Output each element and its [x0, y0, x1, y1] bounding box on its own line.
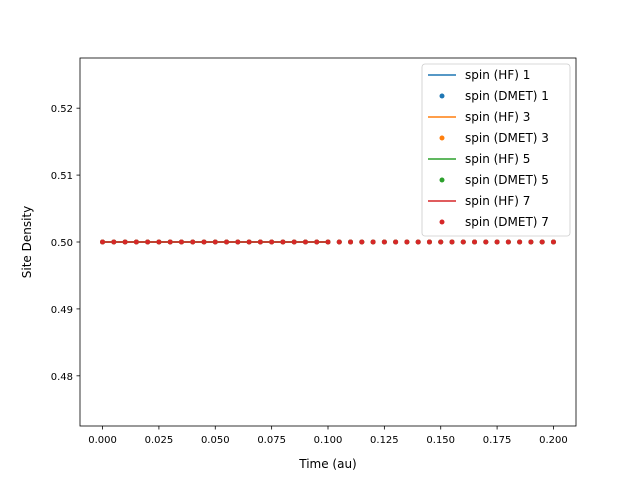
data-point: [257, 239, 263, 245]
data-point: [325, 239, 331, 245]
legend-marker-swatch: [439, 93, 445, 99]
legend-box: [421, 63, 571, 237]
x-tick-label: 0.175: [483, 435, 512, 446]
data-point: [393, 239, 399, 245]
data-point: [302, 239, 308, 245]
data-point: [111, 239, 117, 245]
data-point: [483, 239, 489, 245]
legend-marker-swatch: [439, 177, 445, 183]
data-point: [426, 239, 432, 245]
data-point: [224, 239, 230, 245]
data-point: [269, 239, 275, 245]
legend-label: spin (DMET) 1: [465, 89, 549, 103]
x-tick-label: 0.150: [426, 435, 455, 446]
data-point: [370, 239, 376, 245]
x-axis-label: Time (au): [298, 457, 357, 471]
x-tick-label: 0.100: [314, 435, 343, 446]
axes-layer: 0.000 0.025 0.050 0.075 0.100 0.125 0.150 0.175…: [51, 104, 568, 446]
y-tick-label: 0.51: [51, 171, 73, 182]
data-point: [280, 239, 286, 245]
data-point: [100, 239, 106, 245]
data-point: [381, 239, 387, 245]
data-point: [472, 239, 478, 245]
data-point: [415, 239, 421, 245]
data-point: [438, 239, 444, 245]
data-point: [190, 239, 196, 245]
y-tick-label: 0.49: [51, 305, 73, 316]
x-tick-label: 0.125: [370, 435, 399, 446]
legend-label: spin (DMET) 3: [465, 131, 549, 145]
data-point: [494, 239, 500, 245]
data-point: [404, 239, 410, 245]
data-point: [336, 239, 342, 245]
legend-label: spin (HF) 7: [465, 194, 530, 208]
data-point: [505, 239, 511, 245]
legend-marker-swatch: [439, 135, 445, 141]
data-point: [235, 239, 241, 245]
data-point: [167, 239, 173, 245]
data-point: [246, 239, 252, 245]
data-point: [460, 239, 466, 245]
data-point: [550, 239, 556, 245]
data-point: [314, 239, 320, 245]
legend-marker-swatch: [439, 219, 445, 225]
data-point: [201, 239, 207, 245]
data-point: [359, 239, 365, 245]
data-point: [133, 239, 139, 245]
data-point: [517, 239, 523, 245]
data-point: [539, 239, 545, 245]
y-tick-label: 0.48: [51, 372, 73, 383]
legend: spin (HF) 1 spin (DMET) 1 spin (HF) 3 spin …: [421, 63, 571, 237]
legend-label: spin (HF) 1: [465, 68, 530, 82]
data-point: [291, 239, 297, 245]
y-axis-label: Site Density: [20, 206, 34, 278]
data-point: [122, 239, 128, 245]
legend-label: spin (HF) 5: [465, 152, 530, 166]
data-point: [528, 239, 534, 245]
x-tick-label: 0.000: [88, 435, 117, 446]
x-tick-label: 0.050: [201, 435, 230, 446]
data-point: [449, 239, 455, 245]
data-point: [156, 239, 162, 245]
data-point: [212, 239, 218, 245]
legend-label: spin (DMET) 7: [465, 215, 549, 229]
legend-label: spin (HF) 3: [465, 110, 530, 124]
legend-label: spin (DMET) 5: [465, 173, 549, 187]
series-layer: [100, 239, 556, 245]
x-tick-label: 0.200: [539, 435, 568, 446]
y-tick-label: 0.52: [51, 104, 73, 115]
data-point: [145, 239, 151, 245]
data-point: [178, 239, 184, 245]
y-tick-label: 0.50: [51, 238, 73, 249]
x-tick-label: 0.025: [145, 435, 174, 446]
data-point: [348, 239, 354, 245]
x-tick-label: 0.075: [257, 435, 286, 446]
